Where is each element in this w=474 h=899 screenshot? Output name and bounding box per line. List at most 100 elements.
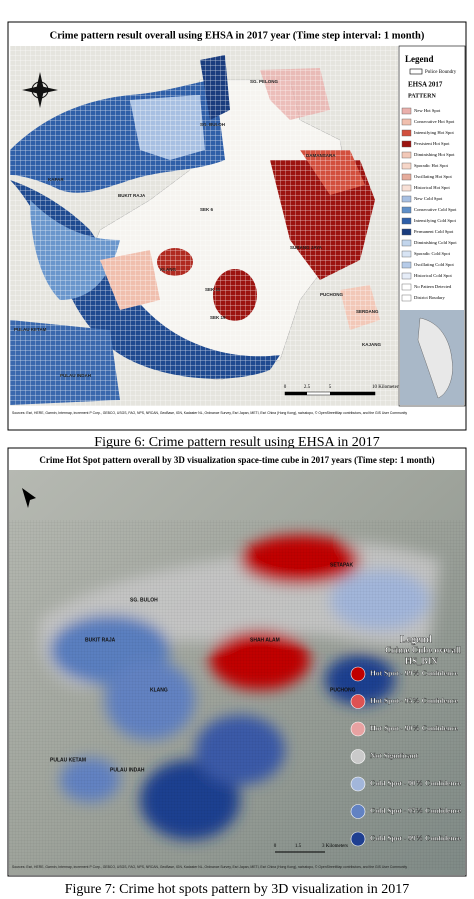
legend-label: New Cold Spot: [414, 196, 443, 201]
legend-swatch: [401, 129, 412, 137]
figure-title: Crime pattern result overall using EHSA …: [50, 30, 425, 41]
north-arrow: [22, 72, 58, 108]
legend-label: Oscillating Hot Spot: [414, 174, 452, 179]
legend-title: Legend: [400, 634, 432, 645]
legend-label: Historical Cold Spot: [414, 273, 452, 278]
legend-heading: Crime Cube overall: [385, 645, 461, 655]
legend-label: Permanent Cold Spot: [414, 229, 454, 234]
place-label: BUKIT RAJA: [85, 637, 116, 643]
attribution: Sources: Esri, HERE, Garmin, Intermap, i…: [12, 865, 407, 869]
legend-swatch: [350, 666, 366, 682]
legend-swatch: [401, 184, 412, 192]
legend-swatch: [401, 294, 412, 302]
legend-swatch: [401, 217, 412, 225]
legend-label: Oscillating Cold Spot: [414, 262, 455, 267]
scale-label: 1.5: [295, 844, 302, 849]
legend-heading: EHSA 2017: [408, 81, 443, 89]
place-label: SHAH ALAM: [250, 637, 280, 643]
legend-swatch: [401, 283, 412, 291]
legend-swatch: [401, 118, 412, 126]
legend-label: Consecutive Hot Spot: [414, 119, 455, 124]
place-label: BUKIT RAJA: [118, 193, 146, 198]
place-labels: SG. BULOH SETAPAK KLANG SHAH ALAM PULAU …: [50, 562, 356, 773]
scale-label: 3 Kilometers: [322, 844, 348, 849]
legend-title: Legend: [405, 54, 434, 64]
place-label: SG. BULOH: [200, 122, 225, 127]
legend-label: New Hot Spot: [414, 108, 441, 113]
legend-swatch: [401, 162, 412, 170]
legend-swatch: [350, 776, 366, 792]
place-label: SUBANG JAYA: [290, 245, 323, 250]
scale-label: 0: [284, 385, 287, 390]
legend-label: Cold Spot - 99% Confidence: [370, 834, 462, 843]
legend-swatch: [350, 721, 366, 737]
place-label: PUCHONG: [320, 292, 344, 297]
legend-swatch: [401, 173, 412, 181]
place-label: PULAU KETAM: [14, 327, 47, 332]
cube-grid: [9, 520, 465, 870]
legend-label: Sporadic Hot Spot: [414, 163, 449, 168]
scale-label: 5: [329, 385, 332, 390]
place-label: DAMANSARA: [306, 153, 336, 158]
scale-bar: 0 1.5 3 Kilometers: [274, 844, 348, 853]
legend-label: Diminishing Cold Spot: [414, 240, 457, 245]
legend-swatch: [401, 151, 412, 159]
legend-label: Hot Spot - 95% Confidence: [370, 696, 459, 705]
grid-overlay: [10, 46, 398, 406]
legend-label: Intensifying Cold Spot: [414, 218, 457, 223]
legend-swatch: [401, 261, 412, 269]
legend-label: No Pattern Detected: [414, 284, 452, 289]
place-label: SEK 11: [205, 287, 221, 292]
caption: Figure 7: Crime hot spots pattern by 3D …: [65, 882, 410, 897]
legend-swatch: [350, 749, 366, 764]
legend-label: Historical Hot Spot: [414, 185, 450, 190]
legend-label: Not Significant: [370, 751, 419, 760]
legend-label: Cold Spot - 95% Confidence: [370, 806, 462, 815]
legend-label: Hot Spot - 90% Confidence: [370, 724, 459, 733]
legend-label: Persistent Hot Spot: [414, 141, 450, 146]
legend-items: New Hot Spot Consecutive Hot Spot Intensif…: [401, 107, 457, 302]
inset-land: [417, 317, 453, 399]
legend-swatch: [350, 831, 366, 847]
legend-swatch: [401, 239, 412, 247]
north-arrow: [22, 488, 36, 508]
place-label: PULAU INDAH: [60, 373, 91, 378]
place-label: KLANG: [160, 267, 176, 272]
legend-swatch: [350, 694, 366, 709]
legend-label: Consecutive Cold Spot: [414, 207, 457, 212]
place-label: KLANG: [150, 687, 168, 693]
place-label: SETAPAK: [330, 562, 354, 568]
caption: Figure 6: Crime pattern result using EHS…: [94, 435, 379, 450]
legend-label: Police Boundry: [425, 70, 457, 75]
place-labels: KAPAR SG. PELONG SG. BULOH DAMANSARA BUK…: [14, 79, 382, 378]
legend-label: Intensifying Hot Spot: [414, 130, 455, 135]
scale-label: 0: [274, 844, 277, 849]
place-label: PUCHONG: [330, 687, 356, 693]
place-label: KAPAR: [48, 177, 64, 182]
place-label: SEK 19: [210, 315, 226, 320]
figure-title: Crime Hot Spot pattern overall by 3D vis…: [39, 455, 434, 465]
figure-6: Crime pattern result overall using EHSA …: [7, 21, 467, 431]
legend-swatch: [401, 195, 412, 203]
legend-swatch: [401, 250, 412, 258]
figure-7: Crime Hot Spot pattern overall by 3D vis…: [7, 447, 467, 877]
legend-swatch: [409, 68, 423, 75]
legend-label: Cold Spot - 90% Confidence: [370, 779, 462, 788]
place-label: SEK 6: [200, 207, 214, 212]
legend-swatch: [401, 272, 412, 280]
legend-swatch: [401, 206, 412, 214]
legend-heading: HS_BIN: [405, 656, 438, 666]
legend-label: Diminishing Hot Spot: [414, 152, 455, 157]
place-label: SG. BULOH: [130, 597, 158, 603]
legend-swatch: [401, 228, 412, 236]
legend-label: Sporadic Cold Spot: [414, 251, 451, 256]
legend-swatch: [401, 140, 412, 148]
place-label: SG. PELONG: [250, 79, 279, 84]
place-label: PULAU INDAH: [110, 767, 145, 773]
place-label: PULAU KETAM: [50, 757, 86, 763]
legend-label: District Boudary: [414, 295, 445, 300]
scale-label: 10 Kilometers: [372, 385, 401, 390]
place-label: KAJANG: [362, 342, 382, 347]
scale-bar: 0 2.5 5 10 Kilometers: [284, 385, 401, 396]
